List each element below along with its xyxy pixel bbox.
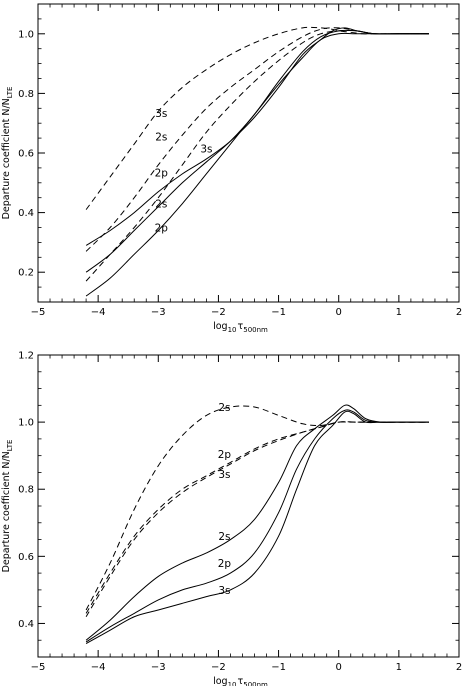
curve-label-2p: 2p	[155, 223, 169, 235]
y-tick-label: 1.2	[18, 351, 34, 362]
series-line-2p-dashed	[85, 421, 429, 614]
x-tick-label: 0	[336, 307, 342, 318]
x-tick-label: −3	[151, 307, 166, 318]
y-tick-label: 0.6	[18, 149, 34, 160]
x-tick-label: −4	[91, 662, 106, 673]
curve-label-2s: 2s	[155, 132, 167, 144]
y-tick-label: 0.8	[18, 89, 34, 100]
curve-label-3s: 3s	[218, 469, 230, 481]
x-axis-label: log10τ500nm	[213, 321, 268, 334]
series-line-3s-dashed	[85, 26, 429, 210]
x-tick-label: 2	[456, 307, 462, 318]
x-tick-label: −5	[31, 307, 46, 318]
curve-label-2p: 2p	[218, 558, 232, 570]
series-line-2p-solid	[85, 32, 429, 297]
y-tick-label: 0.4	[18, 208, 34, 219]
panel-top: −5 −4 −3 −2 −1 0 1 2 0.2 0.4 0.6 0.8 1.0 3s 2s 3s 2p 2s 2p…	[1, 3, 462, 334]
y-tick-label: 0.8	[18, 485, 34, 496]
curve-label-2s: 2s	[218, 402, 230, 414]
curve-label-2s: 2s	[218, 531, 230, 543]
x-tick-label: −5	[31, 662, 46, 673]
x-tick-label: 1	[396, 662, 402, 673]
series-line-2s-dashed	[85, 405, 429, 611]
curve-label-2s: 2s	[155, 199, 167, 211]
x-tick-label: 0	[336, 662, 342, 673]
series-line-2p-dashed	[85, 29, 429, 282]
series-line-3s-dashed	[85, 421, 429, 617]
curve-label-3s: 3s	[155, 108, 167, 120]
x-tick-label: −1	[271, 662, 286, 673]
curve-label-3s: 3s	[200, 144, 212, 156]
y-axis-label: Departure coefficient N/NLTE	[1, 87, 14, 220]
x-tick-label: 2	[456, 662, 462, 673]
x-tick-label: −1	[271, 307, 286, 318]
panel-bottom: −5 −4 −3 −2 −1 0 1 2 0.4 0.6 0.8 1.0 1.2 2s 2p 3s 2s 2p 3s…	[1, 351, 462, 686]
y-tick-label: 0.2	[18, 268, 34, 279]
curve-label-2p: 2p	[218, 449, 232, 461]
x-tick-label: −2	[211, 662, 226, 673]
y-tick-label: 0.4	[18, 619, 34, 630]
y-tick-label: 1.0	[18, 418, 34, 429]
plot-frame	[37, 354, 460, 658]
x-tick-label: −3	[151, 662, 166, 673]
series-line-2p-solid	[85, 409, 429, 643]
plot-frame	[37, 3, 460, 303]
series-line-3s-solid	[85, 410, 429, 645]
x-tick-label: −4	[91, 307, 106, 318]
series-line-3s-solid	[85, 27, 429, 246]
y-tick-label: 0.6	[18, 552, 34, 563]
y-axis-label: Departure coefficient N/NLTE	[1, 440, 14, 573]
x-tick-label: −2	[211, 307, 226, 318]
x-axis-label: log10τ500nm	[213, 676, 268, 686]
series-line-2s-solid	[85, 404, 429, 641]
x-tick-label: 1	[396, 307, 402, 318]
curve-label-2p: 2p	[155, 167, 169, 179]
curve-label-3s: 3s	[218, 585, 230, 597]
y-tick-label: 1.0	[18, 29, 34, 40]
series-line-2s-dashed	[85, 27, 429, 252]
series-line-2s-solid	[85, 29, 429, 273]
